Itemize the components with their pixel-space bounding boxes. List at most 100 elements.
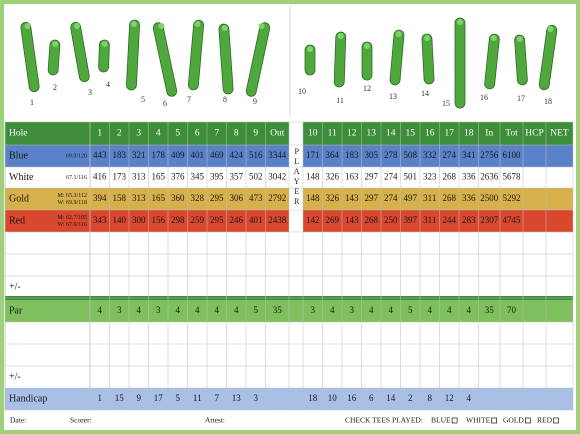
cell: 328 [191,193,205,203]
cell: 341 [462,150,476,160]
header-cell: 7 [214,129,219,139]
header-cell: 3 [136,129,141,139]
cell: 321 [132,150,146,160]
cell: 416 [93,172,107,182]
cell: 183 [113,150,127,160]
header-cell: 15 [406,129,416,139]
date-label: Date: [10,416,26,425]
cell: 1 [98,393,103,403]
tee-rating: W: 69.9/118 [57,200,87,206]
cell: 3344 [268,150,287,160]
green [158,23,165,29]
cell: 343 [93,215,107,225]
cell: 4 [215,305,220,315]
cell: 4 [98,305,103,315]
cell: 163 [345,172,359,182]
cell: 18 [308,393,318,403]
green [307,46,313,52]
cell: 14 [386,393,396,403]
tee-checkbox [491,417,498,424]
cell: 183 [345,150,359,160]
hole-number: 18 [544,97,552,106]
hole-shape [98,39,110,73]
cell: 17 [154,393,164,403]
handicap-label: Handicap [9,393,47,404]
green [516,36,523,42]
cell: 5678 [503,172,522,182]
tee-rating: M: 62.7/105 [57,215,87,221]
header-cell: HCP [525,129,543,139]
cell: 143 [345,193,359,203]
cell: 357 [230,172,244,182]
cell: 259 [191,215,205,225]
cell: 3 [156,305,161,315]
tee-checkbox [524,417,531,424]
tee-rating: 69.0/120 [66,153,87,159]
cell: 6100 [503,150,522,160]
cell: 2756 [480,150,499,160]
hole-number: 4 [106,80,110,89]
cell: 8 [428,393,433,403]
cell: 178 [152,150,166,160]
cell: 142 [306,215,320,225]
cell: 143 [345,215,359,225]
cell: 300 [132,215,146,225]
hole-shape [421,33,435,85]
cell: 326 [326,172,340,182]
cell: 311 [423,193,436,203]
cell: 4 [369,305,374,315]
header-cell: 10 [308,129,318,139]
cell: 274 [384,172,398,182]
cell: 508 [404,150,418,160]
hole-number: 12 [363,84,371,93]
cell: 5 [254,305,259,315]
cell: 246 [230,215,244,225]
attest-label: Attest: [205,416,225,425]
hole-number: 17 [517,94,525,103]
cell: 516 [249,150,263,160]
tee-checkbox [451,417,458,424]
hole-shape [484,33,500,90]
hole-shape [361,41,373,81]
cell: 394 [93,193,107,203]
cell: 469 [210,150,224,160]
hole-number: 5 [141,95,145,104]
cell: 336 [462,193,476,203]
cell: 3 [350,305,355,315]
hole-number: 13 [389,92,397,101]
hole-shape [218,23,234,95]
cell: 268 [365,215,379,225]
tee-label: White [9,172,34,183]
cell: 140 [113,215,127,225]
cell: 332 [423,150,437,160]
header-cell: 18 [464,129,474,139]
player-label: PLAYER [292,147,301,207]
plus-minus-label: +/- [9,371,21,382]
tee-option: BLUE [431,416,451,425]
green [424,35,431,41]
cell: 424 [230,150,244,160]
hole-number: 11 [336,96,344,105]
tee-label: Gold [9,193,29,204]
par-label: Par [9,305,23,316]
cell: 2438 [268,215,287,225]
hole-shape [304,44,316,76]
cell: 501 [404,172,418,182]
cell: 2307 [480,215,499,225]
cell: 295 [210,193,224,203]
cell: 148 [306,193,320,203]
cell: 4 [176,305,181,315]
cell: 3042 [268,172,286,182]
cell: 274 [443,150,457,160]
hole-shape [187,19,205,91]
cell: 12 [445,393,454,403]
check-label: CHECK TEES PLAYED: [345,416,423,425]
cell: 274 [384,193,398,203]
hole-number: 7 [187,95,191,104]
cell: 9 [137,393,142,403]
cell: 70 [507,305,517,315]
tee-option: WHITE [466,416,491,425]
cell: 295 [210,215,224,225]
green [101,41,108,47]
hole-shape [47,39,61,76]
